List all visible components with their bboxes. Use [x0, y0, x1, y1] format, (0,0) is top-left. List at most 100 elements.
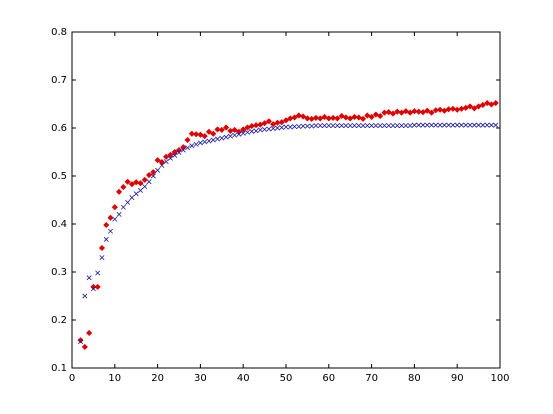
point	[261, 120, 268, 127]
point	[480, 122, 486, 128]
point	[274, 125, 280, 131]
point	[415, 108, 422, 115]
point	[120, 183, 127, 191]
point	[249, 128, 255, 134]
point	[458, 122, 464, 128]
point	[420, 122, 426, 128]
point	[103, 221, 110, 229]
point	[270, 125, 276, 131]
point	[369, 123, 375, 129]
point	[342, 114, 350, 121]
point	[125, 199, 131, 205]
point	[313, 123, 319, 129]
point	[115, 188, 123, 195]
point	[454, 122, 460, 128]
x-tick-label: 40	[237, 373, 250, 384]
point	[137, 187, 143, 193]
point	[295, 112, 302, 119]
x-tick-label: 80	[408, 373, 421, 384]
point	[304, 123, 310, 129]
point	[172, 152, 178, 158]
point	[111, 204, 118, 211]
x-tick-label: 70	[365, 373, 378, 384]
point	[167, 155, 173, 161]
point	[334, 115, 341, 122]
x-tick-label: 0	[69, 373, 75, 384]
point	[240, 130, 246, 136]
point	[202, 139, 208, 145]
point	[416, 122, 422, 128]
point	[240, 126, 247, 133]
point	[381, 123, 387, 129]
point	[112, 216, 118, 222]
point	[85, 329, 93, 337]
point	[411, 108, 418, 115]
point	[176, 149, 182, 155]
point	[394, 123, 400, 129]
x-tick-label: 10	[108, 373, 121, 384]
point	[214, 126, 221, 133]
point	[81, 343, 88, 351]
plot-frame	[71, 31, 501, 369]
y-tick-label: 0.3	[51, 267, 67, 278]
point	[163, 159, 169, 165]
point	[90, 283, 97, 291]
x-tick-label: 30	[194, 373, 207, 384]
point	[215, 136, 221, 142]
point	[154, 157, 161, 164]
point	[399, 123, 405, 129]
point	[201, 133, 208, 140]
point	[129, 195, 135, 201]
point	[433, 122, 439, 128]
point	[450, 122, 456, 128]
point	[493, 122, 499, 128]
point	[488, 122, 494, 128]
point	[86, 275, 92, 281]
point	[133, 179, 140, 186]
y-tick-label: 0.7	[51, 75, 67, 86]
point	[304, 115, 311, 122]
x-tick-label: 60	[322, 373, 335, 384]
point	[476, 122, 482, 128]
point	[287, 124, 293, 130]
point	[492, 99, 499, 107]
point	[116, 211, 122, 217]
point	[449, 105, 457, 112]
x-tick-label: 20	[151, 373, 164, 384]
point	[334, 123, 340, 129]
point	[411, 122, 417, 128]
point	[206, 138, 212, 144]
point	[377, 123, 383, 129]
point	[292, 124, 298, 130]
y-tick-label: 0.6	[51, 123, 67, 134]
point	[377, 112, 384, 120]
point	[266, 126, 272, 132]
point	[98, 244, 106, 252]
point	[133, 191, 139, 197]
x-tick-label: 100	[490, 373, 509, 384]
point	[282, 117, 290, 124]
point	[227, 133, 233, 139]
point	[364, 123, 370, 129]
point	[95, 270, 101, 276]
point	[283, 124, 289, 130]
point	[471, 122, 477, 128]
y-tick-label: 0.2	[51, 315, 67, 326]
point	[407, 123, 413, 129]
point	[390, 123, 396, 129]
point	[142, 184, 148, 190]
y-tick-label: 0.5	[51, 171, 67, 182]
point	[424, 122, 430, 128]
x-tick-label: 50	[280, 373, 293, 384]
point	[193, 141, 199, 147]
point	[128, 181, 136, 188]
point	[351, 113, 358, 121]
point	[300, 123, 306, 129]
point	[339, 123, 345, 129]
point	[219, 135, 225, 141]
point	[150, 169, 157, 176]
point	[360, 123, 366, 129]
point	[446, 122, 452, 128]
point	[429, 122, 435, 128]
point	[329, 114, 337, 122]
